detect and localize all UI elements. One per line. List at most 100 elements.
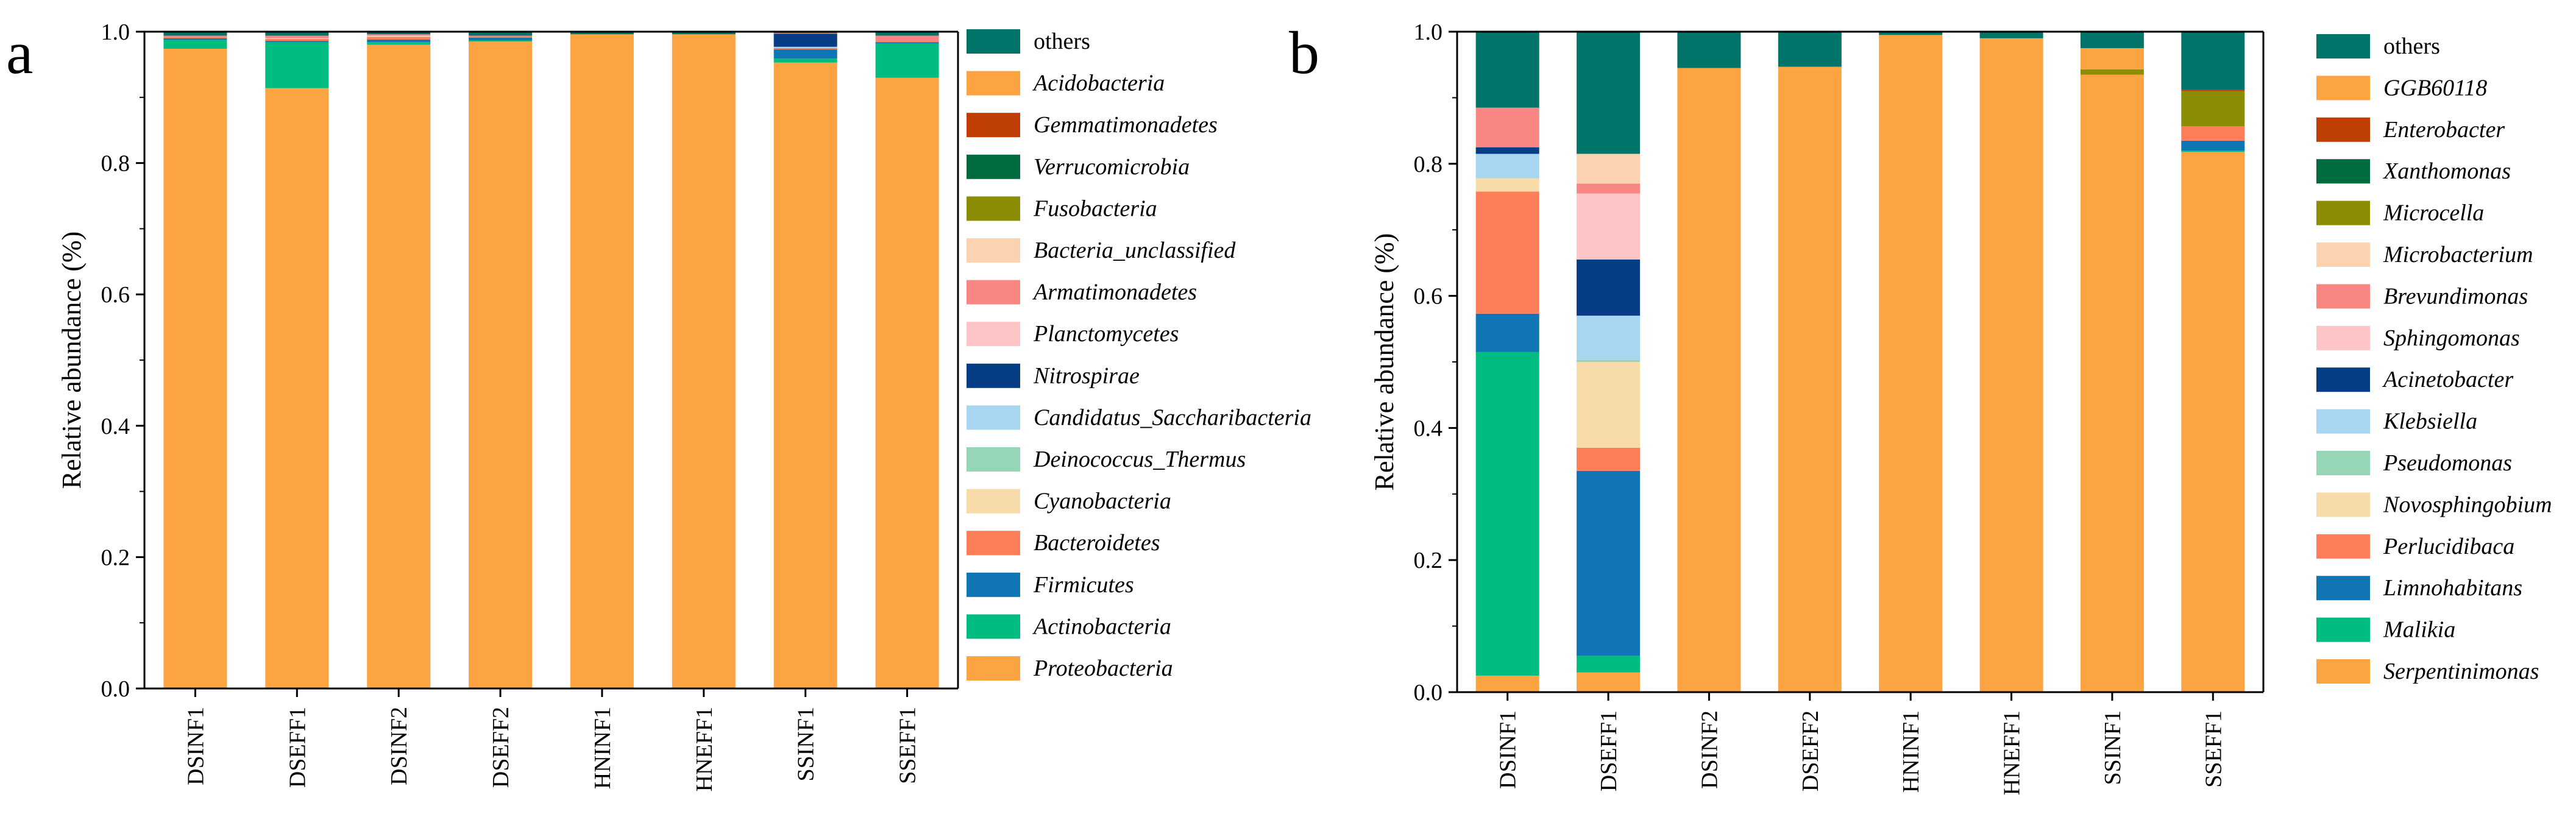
panel-a-bar-hneff1-proteobacteria	[672, 34, 736, 688]
panel-b-bar-hninf1-others	[1879, 32, 1943, 35]
panel-b-legend-swatch-microcella	[2316, 200, 2370, 225]
panel-b-legend-swatch-ggb60118	[2316, 76, 2370, 101]
panel-b-bar-dseff1-klebsiella	[1577, 316, 1641, 360]
panel-b-bar-dsinf2-others	[1677, 32, 1741, 68]
panel-a-bar-dseff1-armatimonadetes	[265, 35, 329, 38]
panel-b-bar-dseff1-others	[1577, 32, 1641, 154]
panel-b-legend-label-ggb60118: GGB60118	[2383, 75, 2487, 101]
panel-b-bar-ssinf1-microcella	[2080, 69, 2144, 75]
panel-a-legend-label-cyanobacteria: Cyanobacteria	[1034, 489, 1171, 514]
panel-b-bar-dsinf1-brevundimonas	[1475, 107, 1539, 147]
panel-a-x-tick-label-dseff2: DSEFF2	[488, 707, 514, 788]
panel-a-bar-hninf1-proteobacteria	[570, 34, 634, 688]
panel-a-bar-dsinf2-planctomycetes	[367, 35, 431, 37]
panel-b-legend-swatch-xanthomonas	[2316, 159, 2370, 184]
panel-b-legend-label-acinetobacter: Acinetobacter	[2382, 367, 2513, 392]
panel-a-x-tick-label-dsinf1: DSINF1	[183, 707, 208, 785]
panel-b-bar-sseff1-perlucidibaca	[2181, 126, 2245, 141]
panel-b-legend-label-novosphingobium: Novosphingobium	[2383, 492, 2552, 517]
panel-b-y-tick-label: 1.0	[1414, 19, 1443, 45]
panel-a-legend-swatch-acidobacteria	[967, 71, 1020, 96]
panel-b-bar-hneff1-serpentinimonas	[1979, 38, 2043, 692]
panel-b-bar-dseff1-sphingomonas	[1577, 193, 1641, 260]
panel-a-legend-label-bacteroidetes: Bacteroidetes	[1034, 530, 1160, 556]
panel-a-bar-sseff1-armatimonadetes	[875, 35, 939, 41]
panel-a-legend-label-actinobacteria: Actinobacteria	[1032, 614, 1171, 639]
panel-a-bar-ssinf1-armatimonadetes	[773, 33, 837, 34]
panel-b-legend-swatch-others	[2316, 34, 2370, 58]
panel-b-bar-dsinf2-serpentinimonas	[1677, 71, 1741, 692]
panel-a-legend-swatch-planctomycetes	[967, 322, 1020, 347]
panel-b-bar-dseff1-novosphingobium	[1577, 362, 1641, 448]
panel-b-legend-label-xanthomonas: Xanthomonas	[2382, 158, 2511, 184]
panel-a-y-axis-title: Relative abundance (%)	[57, 232, 87, 489]
panel-a-legend-swatch-nitrospirae	[967, 363, 1020, 388]
panel-b-x-tick-label-dsinf1: DSINF1	[1496, 710, 1521, 789]
panel-b-y-tick-label: 0.8	[1414, 152, 1443, 177]
panel-b-bar-dseff1-serpentinimonas	[1577, 672, 1641, 692]
panel-b-legend-swatch-enterobacter	[2316, 117, 2370, 142]
panel-b-legend-label-brevundimonas: Brevundimonas	[2383, 283, 2528, 309]
panel-a-legend-label-firmicutes: Firmicutes	[1033, 572, 1134, 598]
panel-a-bar-ssinf1-firmicutes	[773, 49, 837, 59]
panel-b-x-tick-label-hneff1: HNEFF1	[1999, 710, 2025, 795]
panel-b-bar-dseff1-malikia	[1577, 656, 1641, 673]
panel-a-bar-dseff1-actinobacteria	[265, 42, 329, 88]
panel-b-legend-swatch-acinetobacter	[2316, 367, 2370, 392]
panel-a-bar-dsinf1-actinobacteria	[163, 39, 227, 49]
panel-a-bar-dsinf1-bacteroidetes	[163, 37, 227, 38]
panel-b-legend-label-malikia: Malikia	[2383, 617, 2455, 643]
panel-b-legend-label-klebsiella: Klebsiella	[2383, 409, 2477, 434]
panel-a-bar-dsinf1-armatimonadetes	[163, 35, 227, 37]
panel-a-bar-ssinf1-proteobacteria	[773, 62, 837, 689]
panel-a-bar-dsinf1-firmicutes	[163, 38, 227, 40]
panel-a-legend-label-fusobacteria: Fusobacteria	[1033, 196, 1157, 221]
panel-a-legend-swatch-proteobacteria	[967, 656, 1020, 681]
panel-b-x-tick-label-dseff2: DSEFF2	[1798, 710, 1823, 791]
panel-a-bar-dseff1-others	[265, 32, 329, 36]
panel-b-bar-dsinf1-others	[1475, 32, 1539, 108]
panel-b-bar-dsinf1-serpentinimonas	[1475, 675, 1539, 692]
panel-a-y-tick-label: 0.8	[101, 151, 130, 177]
panel-a-bar-dseff2-armatimonadetes	[469, 35, 533, 37]
panel-a-bar-dseff1-cyanobacteria	[265, 38, 329, 39]
panel-b-bar-dseff1-brevundimonas	[1577, 183, 1641, 194]
panel-b-bar-dseff2-others	[1778, 32, 1842, 67]
panel-a-y-tick-label: 0.4	[101, 414, 130, 439]
panel-a-bar-dsinf2-others	[367, 32, 431, 35]
panel-a-bar-dsinf2-firmicutes	[367, 39, 431, 43]
panel-b-bar-dseff1-pseudomonas	[1577, 359, 1641, 362]
panel-a-chart: 0.0 0.2 0.4 0.6 0.8 1.0 DSINF1 DSEFF1 DSINF2 DSEF…	[57, 19, 1311, 791]
panel-a-x-tick-label-dseff1: DSEFF1	[285, 707, 310, 788]
panel-b-x-tick-label-dseff1: DSEFF1	[1596, 710, 1622, 791]
panel-b-bar-sseff1-enterobacter	[2181, 90, 2245, 91]
panel-b-x-tick-label-ssinf1: SSINF1	[2100, 710, 2126, 785]
panel-a-bar-dsinf2-armatimonadetes	[367, 34, 431, 36]
panel-a-bar-dsinf2-proteobacteria	[367, 44, 431, 689]
panel-b-bar-ssinf1-serpentinimonas	[2080, 74, 2144, 692]
panel-b-legend-label-sphingomonas: Sphingomonas	[2383, 325, 2520, 351]
panel-b-bar-dseff1-perlucidibaca	[1577, 447, 1641, 471]
panel-a-legend-swatch-fusobacteria	[967, 196, 1020, 221]
panel-b-bar-dseff2-ggb60118	[1778, 66, 1842, 69]
panel-a-bar-dseff1-bacteroidetes	[265, 38, 329, 41]
panel-b-legend-swatch-limnohabitans	[2316, 576, 2370, 601]
panel-b-legend-swatch-microbacterium	[2316, 242, 2370, 267]
panel-b-bar-sseff1-microcella	[2181, 91, 2245, 127]
panel-b-legend-swatch-brevundimonas	[2316, 284, 2370, 309]
panel-b-bar-dsinf1-malikia	[1475, 352, 1539, 676]
panel-a-legend-label-others: others	[1034, 29, 1090, 54]
panel-b-bar-sseff1-serpentinimonas	[2181, 152, 2245, 693]
panel-b-bar-dsinf1-klebsiella	[1475, 154, 1539, 179]
panel-b-bar-dseff2-serpentinimonas	[1778, 69, 1842, 693]
panel-a-bar-dsinf2-actinobacteria	[367, 42, 431, 45]
panel-a-bar-dseff2-others	[469, 32, 533, 36]
panel-b-legend-swatch-sphingomonas	[2316, 325, 2370, 350]
panel-a-bar-dseff2-firmicutes	[469, 37, 533, 40]
panel-a-legend-swatch-armatimonadetes	[967, 280, 1020, 305]
panel-b-legend-label-others: others	[2383, 34, 2440, 59]
panel-b-bar-sseff1-others	[2181, 32, 2245, 90]
panel-b-legend-swatch-novosphingobium	[2316, 492, 2370, 517]
panel-a-legend-label-candidatus-saccharibacteria: Candidatus_Saccharibacteria	[1034, 405, 1311, 430]
